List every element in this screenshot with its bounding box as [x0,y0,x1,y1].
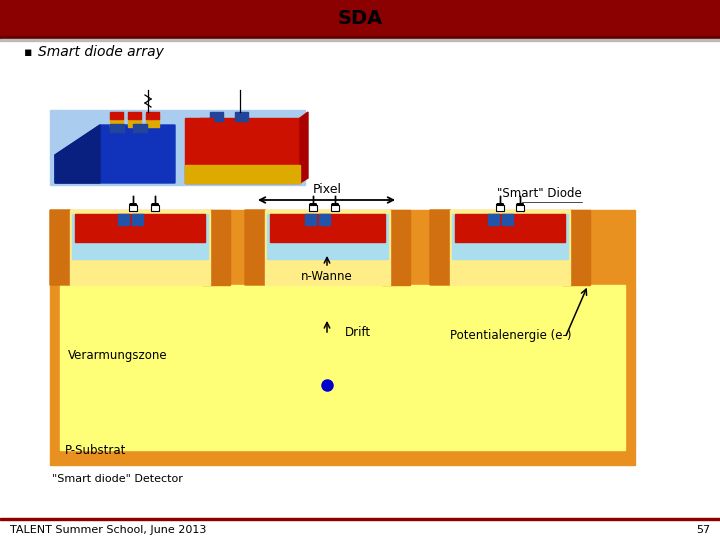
Bar [265,210,390,285]
Bar [496,205,504,211]
Bar [129,205,137,211]
Text: Drift: Drift [345,327,371,340]
Bar [118,214,129,225]
Bar [309,205,317,211]
Polygon shape [382,210,410,285]
Bar [110,117,123,127]
Bar [452,214,568,259]
Text: TALENT Summer School, June 2013: TALENT Summer School, June 2013 [10,525,207,535]
Bar [0,39,720,41]
Text: Verarmungszone: Verarmungszone [68,348,168,361]
Text: SDA: SDA [338,9,382,28]
Bar [110,112,123,119]
Text: n-Wanne: n-Wanne [301,270,353,283]
Bar [210,112,223,121]
Bar [0,0,720,36]
Text: Pixel: Pixel [312,183,341,196]
Bar [0,36,720,39]
Polygon shape [55,125,100,183]
Polygon shape [562,210,590,285]
Bar [151,205,159,211]
Bar [0,518,720,520]
Bar [305,214,316,225]
Bar [516,205,524,211]
Bar [50,110,305,185]
Polygon shape [300,112,308,183]
Bar [455,214,565,242]
Bar [267,214,388,259]
Text: Potentialenergie (e-): Potentialenergie (e-) [450,328,572,341]
Polygon shape [50,210,78,285]
Bar [185,118,300,183]
Bar [50,210,635,465]
Bar [185,165,300,183]
Text: 57: 57 [696,525,710,535]
Bar [60,285,625,450]
Text: Smart diode array: Smart diode array [38,45,164,59]
Text: "Smart" Diode: "Smart" Diode [498,187,582,200]
Polygon shape [245,210,273,285]
Bar [270,214,385,242]
Bar [128,117,141,127]
Text: P-Substrat: P-Substrat [65,443,127,456]
Bar [132,214,143,225]
Bar [75,214,205,242]
Polygon shape [55,125,175,183]
Text: ▪: ▪ [24,45,32,58]
Bar [146,112,159,119]
Bar [146,117,159,127]
Bar [110,124,124,132]
Polygon shape [430,210,458,285]
Bar [488,214,499,225]
Bar [502,214,513,225]
Bar [133,124,147,132]
Bar [331,205,339,211]
Bar [200,118,213,126]
Bar [235,112,248,121]
Bar [70,210,210,285]
Bar [319,214,330,225]
Bar [72,214,208,259]
Bar [450,210,570,285]
Text: "Smart diode" Detector: "Smart diode" Detector [52,474,183,484]
Polygon shape [202,210,230,285]
Bar [128,112,141,119]
